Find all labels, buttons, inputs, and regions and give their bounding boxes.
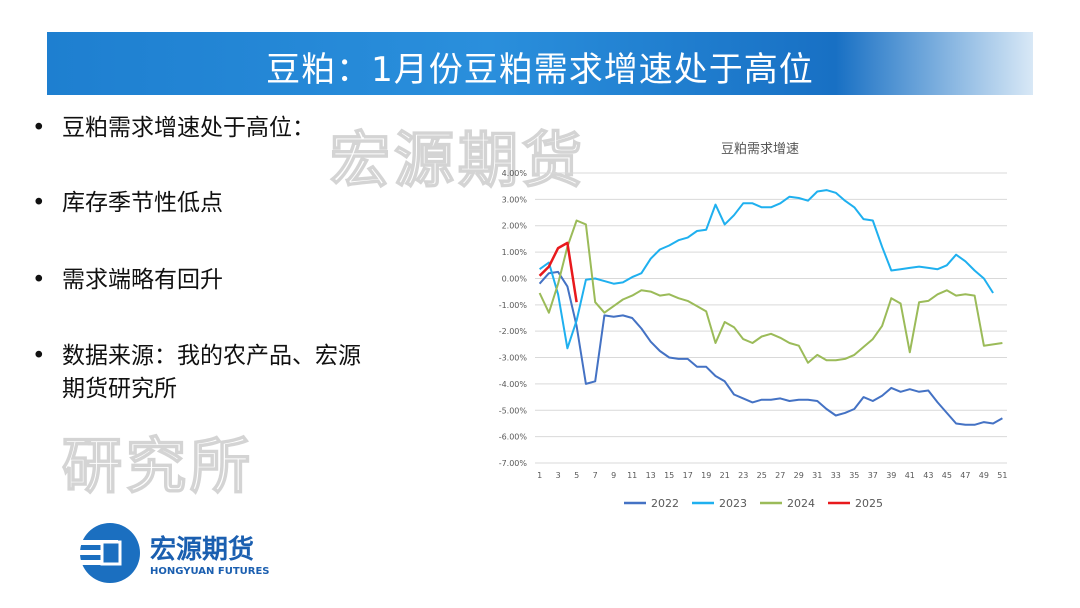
watermark: 研究所 xyxy=(61,431,254,503)
x-tick-label: 35 xyxy=(849,471,859,480)
x-tick-label: 51 xyxy=(997,471,1007,480)
y-tick-label: 1.00% xyxy=(502,248,528,257)
chart: 豆粕需求增速 4.00% 3.00% 2.00% 1.00% 0.00% -1.00% -2… xyxy=(499,142,1008,510)
x-tick-label: 15 xyxy=(664,471,674,480)
legend-label: 2023 xyxy=(719,497,747,510)
x-tick-label: 33 xyxy=(831,471,841,480)
y-tick-label: -2.00% xyxy=(499,327,528,336)
legend-label: 2024 xyxy=(787,497,815,510)
bullet: 数据来源：我的农产品、宏源期货研究所 xyxy=(30,340,362,406)
logo-icon xyxy=(78,550,118,555)
series-line xyxy=(538,270,1003,426)
logo-english: HONGYUAN FUTURES xyxy=(150,566,270,577)
chart-title: 豆粕需求增速 xyxy=(721,142,799,157)
x-tick-label: 27 xyxy=(775,471,785,480)
header-band: 豆粕：1月份豆粕需求增速处于高位 xyxy=(47,32,1033,95)
x-tick-label: 41 xyxy=(905,471,915,480)
bullet: 豆粕需求增速处于高位： xyxy=(30,112,362,145)
x-tick-label: 39 xyxy=(886,471,896,480)
bullet: 需求端略有回升 xyxy=(30,264,362,297)
x-tick-label: 45 xyxy=(942,471,952,480)
logo-icon xyxy=(78,560,118,565)
x-tick-label: 49 xyxy=(979,471,989,480)
y-tick-label: 2.00% xyxy=(502,222,528,231)
x-tick-label: 1 xyxy=(537,471,542,480)
x-tick-label: 23 xyxy=(738,471,748,480)
y-tick-label: -1.00% xyxy=(499,301,528,310)
legend-label: 2025 xyxy=(855,497,883,510)
logo-icon xyxy=(100,540,122,566)
x-tick-label: 47 xyxy=(960,471,970,480)
x-tick-label: 19 xyxy=(701,471,711,480)
series-line xyxy=(538,241,578,303)
y-tick-label: -4.00% xyxy=(499,380,528,389)
y-tick-label: -3.00% xyxy=(499,354,528,363)
x-tick-label: 25 xyxy=(757,471,767,480)
x-tick-label: 29 xyxy=(794,471,804,480)
logo-icon xyxy=(78,540,118,545)
x-tick-label: 17 xyxy=(683,471,693,480)
x-tick-label: 13 xyxy=(646,471,656,480)
x-tick-label: 37 xyxy=(868,471,878,480)
y-tick-label: 4.00% xyxy=(502,169,528,178)
y-tick-label: -5.00% xyxy=(499,406,528,415)
series-line xyxy=(539,189,994,350)
x-tick-label: 9 xyxy=(611,471,616,480)
bullet: 库存季节性低点 xyxy=(30,187,362,220)
legend-label: 2022 xyxy=(651,497,679,510)
x-tick-label: 3 xyxy=(556,471,561,480)
slide-title: 豆粕：1月份豆粕需求增速处于高位 xyxy=(266,50,814,90)
series-line xyxy=(538,219,1003,364)
x-tick-label: 21 xyxy=(720,471,730,480)
x-tick-label: 31 xyxy=(812,471,822,480)
x-tick-label: 7 xyxy=(593,471,598,480)
y-tick-label: 3.00% xyxy=(502,195,528,204)
x-tick-label: 43 xyxy=(923,471,933,480)
x-tick-label: 5 xyxy=(574,471,579,480)
y-tick-label: -7.00% xyxy=(499,459,528,468)
bullet-list: 豆粕需求增速处于高位： 库存季节性低点 需求端略有回升 数据来源：我的农产品、宏… xyxy=(30,112,390,406)
watermark: 宏源期货 xyxy=(329,125,586,197)
y-tick-label: -6.00% xyxy=(499,433,528,442)
y-tick-label: 0.00% xyxy=(502,274,528,283)
x-tick-label: 11 xyxy=(627,471,637,480)
logo-name: 宏源期货 xyxy=(150,534,254,565)
logo: 宏源期货 HONGYUAN FUTURES xyxy=(78,523,270,583)
